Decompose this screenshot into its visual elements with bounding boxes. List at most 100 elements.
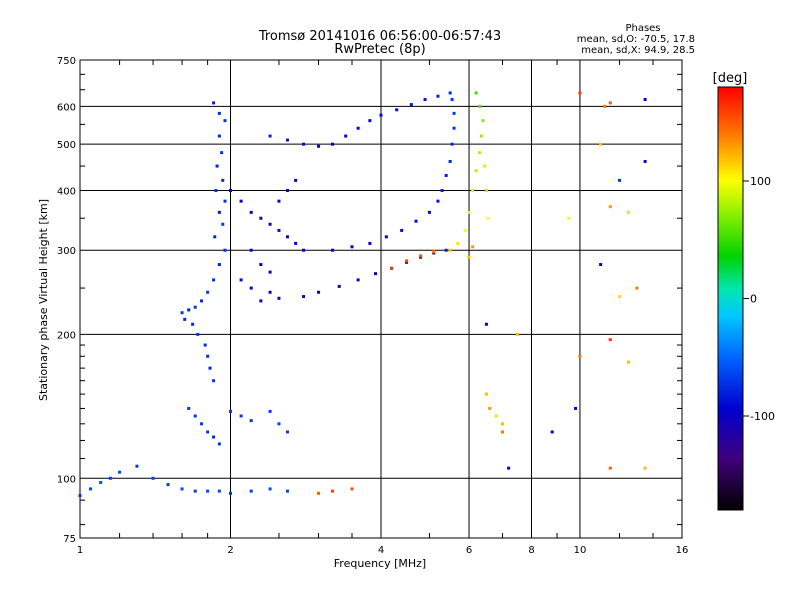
data-point [484, 322, 488, 326]
data-point [488, 406, 492, 410]
x-tick-label: 2 [227, 545, 233, 556]
data-point [200, 422, 204, 426]
y-tick-label: 300 [57, 246, 76, 257]
data-point [294, 178, 298, 182]
data-point [302, 248, 306, 252]
data-point [285, 188, 289, 192]
data-point [180, 311, 184, 315]
data-point [423, 98, 427, 102]
data-point [414, 219, 418, 223]
y-tick-label: 75 [63, 534, 76, 545]
data-point [214, 188, 218, 192]
data-point [463, 228, 467, 232]
data-point [285, 430, 289, 434]
data-point [212, 278, 216, 282]
data-point [494, 414, 498, 418]
data-point [448, 91, 452, 95]
data-point [456, 241, 460, 245]
colorbar-ticks: 100 0 -100 [743, 175, 775, 423]
data-point [277, 422, 281, 426]
y-tick-label: 750 [57, 56, 76, 67]
data-point [193, 489, 197, 493]
data-point [379, 113, 383, 117]
data-point [239, 414, 243, 418]
data-point [206, 354, 210, 358]
data-point [618, 295, 622, 299]
data-point [108, 476, 112, 480]
colorbar-gradient [717, 86, 744, 511]
data-point [471, 245, 475, 249]
data-point [626, 210, 630, 214]
data-point [643, 466, 647, 470]
x-tick-label: 4 [378, 545, 384, 556]
data-point [196, 332, 200, 336]
data-point [221, 178, 225, 182]
data-point [200, 299, 204, 303]
data-point [368, 119, 372, 123]
data-points [78, 91, 647, 498]
data-point [440, 188, 444, 192]
data-point [249, 248, 253, 252]
data-point [203, 343, 207, 347]
data-point [277, 296, 281, 300]
data-point [331, 248, 335, 252]
data-point [474, 91, 478, 95]
x-axis-label: Frequency [MHz] [334, 557, 426, 570]
data-point [427, 210, 431, 214]
data-point [191, 322, 195, 326]
data-point [478, 104, 482, 108]
data-point [344, 134, 348, 138]
data-point [229, 491, 232, 495]
data-point [206, 430, 210, 434]
data-point [239, 278, 243, 282]
colorbar-tick-label: 100 [750, 175, 771, 188]
data-point [217, 134, 221, 138]
data-point [484, 188, 488, 192]
data-point [215, 164, 219, 168]
data-point [368, 241, 372, 245]
data-point [259, 263, 263, 267]
data-point [501, 430, 505, 434]
colorbar-label: [deg] [713, 71, 748, 86]
y-tick-label: 400 [57, 186, 76, 197]
data-point [608, 466, 612, 470]
data-point [452, 111, 456, 115]
data-point [603, 104, 607, 108]
data-point [268, 290, 272, 294]
data-point [356, 126, 360, 130]
data-point [337, 284, 341, 288]
y-tick-label: 600 [57, 102, 76, 113]
colorbar-tick-label: 0 [750, 293, 757, 306]
data-point [220, 151, 224, 155]
y-tick-label: 500 [57, 140, 76, 151]
data-point [193, 305, 197, 309]
data-point [400, 228, 404, 232]
data-point [356, 278, 360, 282]
data-point [436, 94, 440, 98]
data-point [259, 216, 263, 220]
data-point [268, 270, 272, 274]
data-point [285, 235, 289, 239]
data-point [249, 286, 253, 290]
data-point [223, 199, 227, 203]
phases-x-line: mean, sd,X: 94.9, 28.5 [581, 45, 695, 56]
y-axis-label: Stationary phase Virtual Height [km] [37, 199, 50, 401]
data-point [277, 228, 281, 232]
data-point [229, 188, 232, 192]
data-point [217, 442, 221, 446]
data-point [268, 222, 272, 226]
data-point [89, 487, 93, 491]
colorbar: [deg] 100 0 -100 [713, 71, 775, 511]
data-point [483, 164, 487, 168]
data-point [643, 98, 647, 102]
data-point [578, 354, 582, 358]
data-point [259, 299, 263, 303]
chart-title: Tromsø 20141016 06:56:00-06:57:43 [258, 29, 501, 44]
data-point [268, 487, 272, 491]
data-point [618, 178, 622, 182]
data-point [183, 317, 187, 321]
data-point [268, 409, 272, 413]
data-point [626, 360, 630, 364]
data-point [249, 489, 253, 493]
